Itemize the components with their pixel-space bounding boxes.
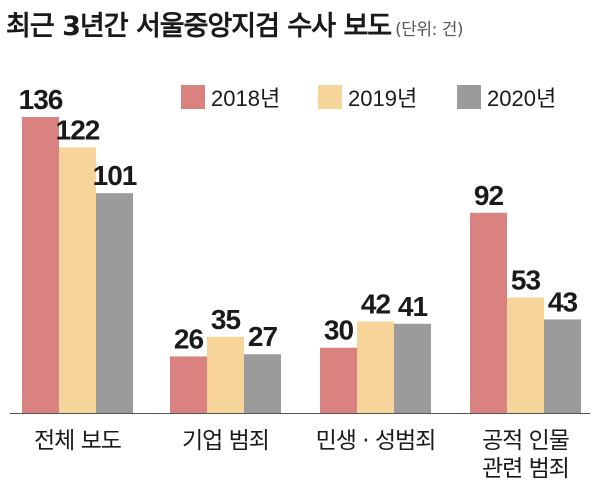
- legend-swatch-3: [457, 85, 481, 109]
- category-label-2: 기업 범죄: [182, 428, 269, 454]
- bar-1-2: [59, 147, 96, 413]
- bar-3-1: [320, 347, 357, 413]
- category-label-4-2: 관련 범죄: [482, 456, 569, 482]
- value-label-4-2: 53: [511, 265, 541, 296]
- bar-3-3: [394, 323, 431, 413]
- value-label-3-1: 30: [324, 315, 354, 346]
- category-label-3: 민생 · 성범죄: [316, 428, 436, 454]
- value-label-1-3: 101: [93, 160, 137, 191]
- value-label-2-3: 27: [248, 321, 278, 352]
- value-label-2-2: 35: [211, 304, 241, 335]
- chart-unit: (단위: 건): [395, 20, 463, 40]
- legend-label-3: 2020년: [487, 86, 556, 111]
- bar-2-3: [244, 354, 281, 413]
- bar-2-1: [170, 356, 207, 413]
- legend-swatch-1: [181, 85, 205, 109]
- value-label-3-3: 41: [398, 291, 428, 322]
- bar-4-2: [507, 297, 544, 413]
- legend-label-2: 2019년: [348, 86, 417, 111]
- bar-2-2: [207, 336, 244, 413]
- bar-1-1: [22, 117, 59, 413]
- chart-header: 최근 3년간 서울중앙지검 수사 보도 (단위: 건): [6, 4, 463, 43]
- legend-swatch-2: [318, 85, 342, 109]
- value-label-4-3: 43: [548, 286, 578, 317]
- bar-3-2: [357, 321, 394, 413]
- value-label-1-1: 136: [19, 84, 63, 115]
- bar-4-3: [544, 319, 581, 413]
- category-label-1: 전체 보도: [34, 428, 121, 454]
- chart-title: 최근 3년간 서울중앙지검 수사 보도: [6, 11, 392, 42]
- value-label-1-2: 122: [56, 114, 100, 145]
- bar-4-1: [470, 212, 507, 413]
- legend-label-1: 2018년: [211, 86, 280, 111]
- value-label-3-2: 42: [361, 289, 391, 320]
- value-label-2-1: 26: [174, 323, 204, 354]
- value-label-4-1: 92: [474, 180, 504, 211]
- bar-1-3: [96, 193, 133, 413]
- category-label-4-1: 공적 인물: [482, 428, 569, 454]
